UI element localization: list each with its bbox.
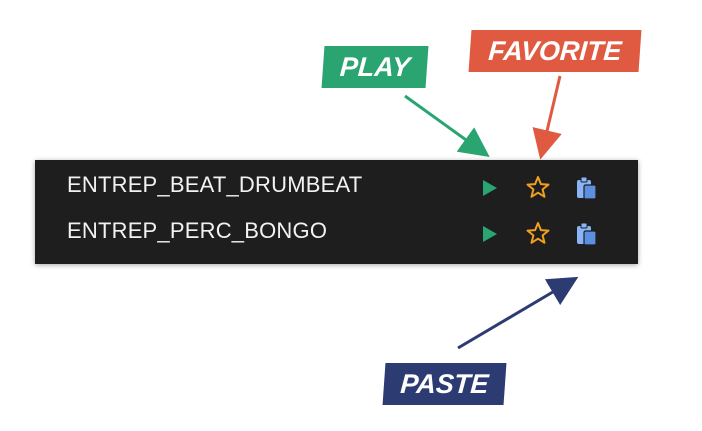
favorite-callout: FAVORITE [468, 30, 642, 72]
track-list: ENTREP_BEAT_DRUMBEAT ENTREP_PERC_BONGO [35, 160, 638, 264]
play-arrow [404, 94, 490, 158]
track-row: ENTREP_BEAT_DRUMBEAT [35, 165, 638, 211]
paste-icon[interactable] [572, 219, 600, 249]
play-icon[interactable] [476, 173, 504, 203]
favorite-arrow [532, 75, 562, 160]
play-icon[interactable] [476, 219, 504, 249]
track-name: ENTREP_BEAT_DRUMBEAT [67, 172, 363, 197]
star-icon[interactable] [524, 219, 552, 249]
play-callout: PLAY [321, 46, 429, 88]
paste-arrow [457, 276, 579, 350]
track-name: ENTREP_PERC_BONGO [67, 218, 328, 243]
paste-callout: PASTE [382, 363, 507, 405]
star-icon[interactable] [524, 173, 552, 203]
paste-icon[interactable] [572, 173, 600, 203]
track-row: ENTREP_PERC_BONGO [35, 211, 638, 257]
